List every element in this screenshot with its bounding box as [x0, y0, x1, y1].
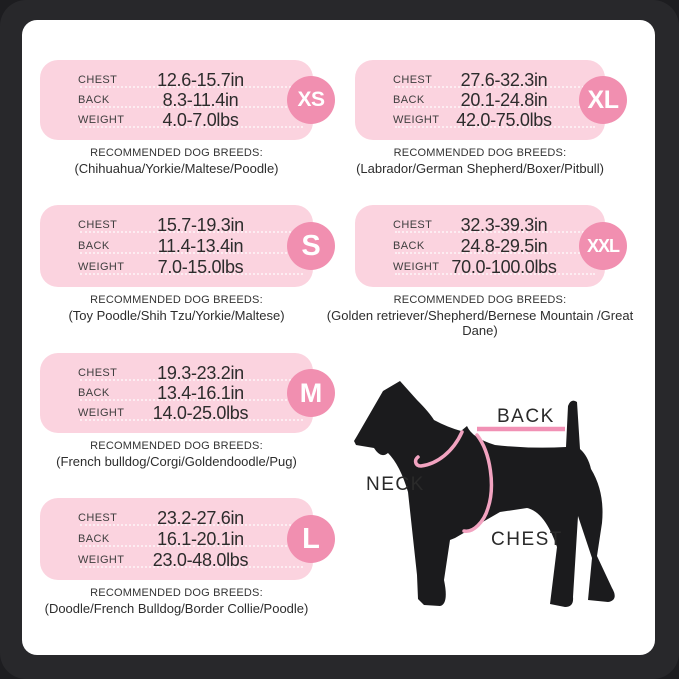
size-badge-xs: XS [287, 76, 335, 124]
size-badge-l: L [287, 515, 335, 563]
back-value: 8.3-11.4in [162, 89, 239, 110]
weight-value: 42.0-75.0lbs [456, 109, 552, 130]
back-row: BACK 20.1-24.8in [393, 89, 595, 110]
weight-row: WEIGHT 70.0-100.0lbs [393, 256, 595, 277]
chest-row: CHEST 23.2-27.6in [78, 507, 303, 528]
size-block-xl: CHEST 27.6-32.3in BACK 20.1-24.8in WEIGH… [355, 60, 627, 176]
recommended-title: RECOMMENDED DOG BREEDS: [90, 440, 263, 452]
back-label: BACK [78, 240, 110, 252]
back-value: 13.4-16.1in [157, 382, 244, 403]
weight-value: 23.0-48.0lbs [152, 549, 249, 570]
recommended-section: RECOMMENDED DOG BREEDS: (Labrador/German… [320, 147, 640, 176]
size-block-l: CHEST 23.2-27.6in BACK 16.1-20.1in WEIGH… [40, 498, 335, 616]
chest-row: CHEST 27.6-32.3in [393, 69, 595, 90]
chest-label: CHEST [78, 74, 118, 86]
size-block-s: CHEST 15.7-19.3in BACK 11.4-13.4in WEIGH… [40, 205, 335, 323]
weight-label: WEIGHT [78, 114, 125, 126]
recommended-title: RECOMMENDED DOG BREEDS: [90, 294, 263, 306]
weight-row: WEIGHT 4.0-7.0lbs [78, 109, 303, 130]
weight-label: WEIGHT [78, 554, 125, 566]
back-label: BACK [78, 387, 110, 399]
recommended-title: RECOMMENDED DOG BREEDS: [90, 147, 263, 159]
recommended-title: RECOMMENDED DOG BREEDS: [90, 587, 263, 599]
recommended-title: RECOMMENDED DOG BREEDS: [393, 147, 567, 159]
back-row: BACK 16.1-20.1in [78, 528, 303, 549]
back-label: BACK [393, 94, 425, 106]
weight-row: WEIGHT 23.0-48.0lbs [78, 549, 303, 570]
weight-row: WEIGHT 42.0-75.0lbs [393, 109, 595, 130]
weight-row: WEIGHT 14.0-25.0lbs [78, 402, 303, 423]
size-badge-xxl: XXL [579, 222, 627, 270]
back-value: 11.4-13.4in [157, 235, 244, 256]
recommended-section: RECOMMENDED DOG BREEDS: (Doodle/French B… [40, 587, 313, 616]
size-card: CHEST 32.3-39.3in BACK 24.8-29.5in WEIGH… [355, 205, 627, 287]
chest-label: CHEST [78, 512, 118, 524]
back-label: BACK [78, 94, 110, 106]
back-label: BACK [78, 533, 110, 545]
size-card: CHEST 15.7-19.3in BACK 11.4-13.4in WEIGH… [40, 205, 335, 287]
back-label: BACK [393, 240, 425, 252]
chest-value: 12.6-15.7in [157, 69, 244, 90]
recommended-section: RECOMMENDED DOG BREEDS: (Toy Poodle/Shih… [40, 294, 313, 323]
weight-row: WEIGHT 7.0-15.0lbs [78, 256, 303, 277]
chest-row: CHEST 15.7-19.3in [78, 214, 303, 235]
recommended-title: RECOMMENDED DOG BREEDS: [393, 294, 567, 306]
weight-label: WEIGHT [78, 261, 125, 273]
recommended-breeds: (French bulldog/Corgi/Goldendoodle/Pug) [56, 454, 297, 469]
recommended-section: RECOMMENDED DOG BREEDS: (Chihuahua/Yorki… [40, 147, 313, 176]
weight-value: 7.0-15.0lbs [157, 256, 244, 277]
diagram-neck-label: NECK [366, 474, 425, 495]
chest-value: 32.3-39.3in [460, 214, 548, 235]
size-card: CHEST 23.2-27.6in BACK 16.1-20.1in WEIGH… [40, 498, 335, 580]
weight-label: WEIGHT [393, 261, 440, 273]
back-value: 16.1-20.1in [157, 528, 244, 549]
dog-silhouette-icon [354, 381, 615, 607]
chest-row: CHEST 32.3-39.3in [393, 214, 595, 235]
weight-value: 4.0-7.0lbs [162, 109, 239, 130]
recommended-breeds: (Chihuahua/Yorkie/Maltese/Poodle) [74, 161, 279, 176]
size-block-xxl: CHEST 32.3-39.3in BACK 24.8-29.5in WEIGH… [327, 205, 633, 339]
chest-value: 15.7-19.3in [157, 214, 244, 235]
size-block-xs: CHEST 12.6-15.7in BACK 8.3-11.4in WEIGHT… [40, 60, 335, 176]
weight-label: WEIGHT [393, 114, 440, 126]
recommended-breeds: (Doodle/French Bulldog/Border Collie/Poo… [44, 601, 309, 616]
chest-value: 23.2-27.6in [157, 507, 244, 528]
chest-label: CHEST [78, 367, 118, 379]
chest-label: CHEST [393, 219, 433, 231]
recommended-section: RECOMMENDED DOG BREEDS: (French bulldog/… [40, 440, 313, 469]
diagram-chest-label: CHEST [491, 529, 563, 550]
size-badge-m: M [287, 369, 335, 417]
diagram-back-label: BACK [497, 406, 555, 427]
size-card: CHEST 12.6-15.7in BACK 8.3-11.4in WEIGHT… [40, 60, 335, 140]
size-chart-panel: CHEST 12.6-15.7in BACK 8.3-11.4in WEIGHT… [22, 20, 655, 655]
size-badge-s: S [287, 222, 335, 270]
back-row: BACK 11.4-13.4in [78, 235, 303, 256]
size-block-m: CHEST 19.3-23.2in BACK 13.4-16.1in WEIGH… [40, 353, 335, 469]
size-badge-xl: XL [579, 76, 627, 124]
back-row: BACK 8.3-11.4in [78, 89, 303, 110]
size-card: CHEST 19.3-23.2in BACK 13.4-16.1in WEIGH… [40, 353, 335, 433]
recommended-section: RECOMMENDED DOG BREEDS: (Golden retrieve… [320, 294, 640, 339]
chest-label: CHEST [393, 74, 433, 86]
recommended-breeds: (Toy Poodle/Shih Tzu/Yorkie/Maltese) [68, 308, 285, 323]
back-row: BACK 24.8-29.5in [393, 235, 595, 256]
dog-measurement-diagram: BACK NECK CHEST [350, 375, 650, 635]
back-value: 20.1-24.8in [460, 89, 548, 110]
chest-value: 19.3-23.2in [157, 362, 244, 383]
back-row: BACK 13.4-16.1in [78, 382, 303, 403]
weight-value: 14.0-25.0lbs [152, 402, 249, 423]
chest-label: CHEST [78, 219, 118, 231]
chest-value: 27.6-32.3in [460, 69, 548, 90]
chest-row: CHEST 12.6-15.7in [78, 69, 303, 90]
weight-label: WEIGHT [78, 407, 125, 419]
weight-value: 70.0-100.0lbs [451, 256, 557, 277]
back-value: 24.8-29.5in [460, 235, 548, 256]
chest-row: CHEST 19.3-23.2in [78, 362, 303, 383]
recommended-breeds: (Labrador/German Shepherd/Boxer/Pitbull) [356, 161, 604, 176]
recommended-breeds: (Golden retriever/Shepherd/Bernese Mount… [326, 308, 634, 339]
size-card: CHEST 27.6-32.3in BACK 20.1-24.8in WEIGH… [355, 60, 627, 140]
